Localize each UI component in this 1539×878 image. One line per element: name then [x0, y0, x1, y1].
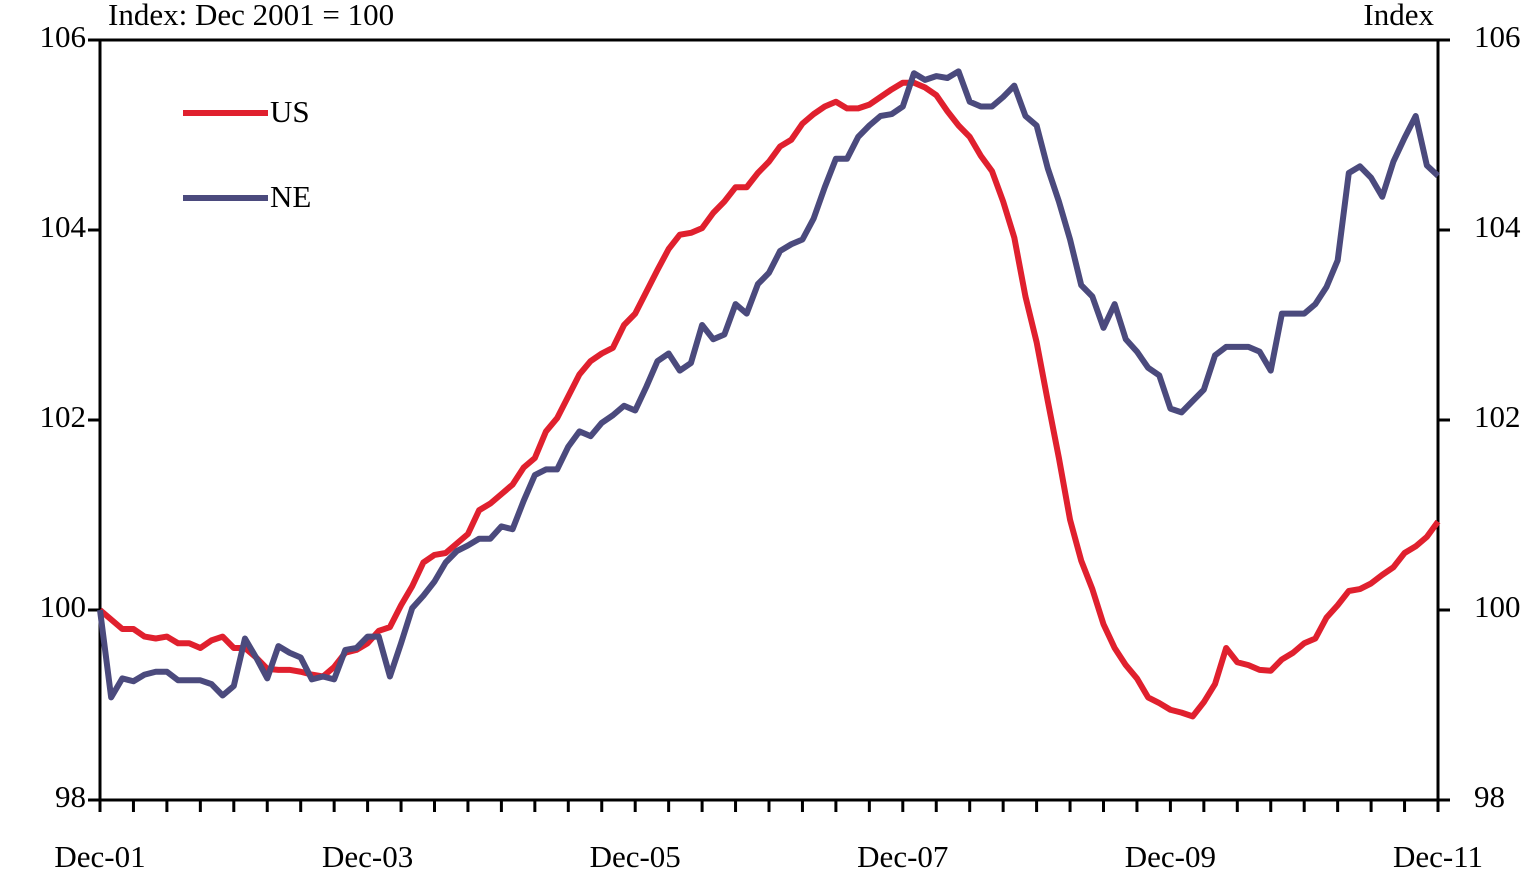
y-axis-label: Index: Dec 2001 = 100 [108, 0, 394, 32]
y2-tick-label: 100 [1474, 589, 1521, 624]
legend-label: US [270, 94, 310, 129]
x-tick-label: Dec-05 [590, 839, 681, 874]
y2-tick-label: 102 [1474, 399, 1521, 434]
y2-axis-label: Index [1363, 0, 1434, 32]
y2-tick-label: 98 [1474, 779, 1505, 814]
y2-tick-label: 106 [1474, 19, 1521, 54]
y-tick-label: 104 [40, 209, 87, 244]
y-tick-label: 98 [55, 779, 86, 814]
y2-tick-label: 104 [1474, 209, 1521, 244]
x-tick-label: Dec-01 [54, 839, 145, 874]
plot-frame [98, 38, 1440, 802]
x-tick-label: Dec-09 [1125, 839, 1216, 874]
legend-label: NE [270, 179, 311, 214]
x-tick-label: Dec-11 [1393, 839, 1483, 874]
x-tick-label: Dec-07 [857, 839, 948, 874]
y-tick-label: 100 [40, 589, 87, 624]
x-tick-label: Dec-03 [322, 839, 413, 874]
y-tick-label: 102 [40, 399, 87, 434]
y-tick-label: 106 [40, 19, 87, 54]
series-line [97, 68, 1441, 701]
series-line [98, 79, 1441, 720]
